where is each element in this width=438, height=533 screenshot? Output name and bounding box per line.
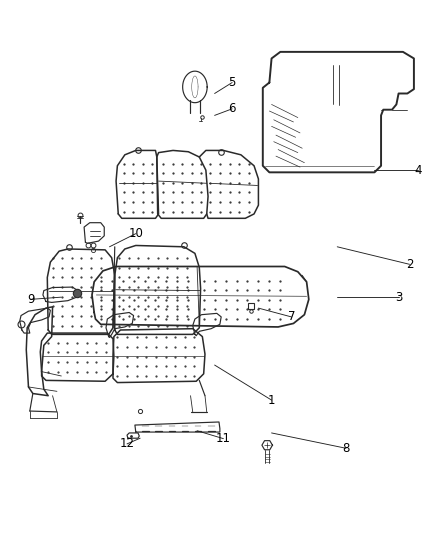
Text: 12: 12: [120, 438, 134, 450]
Text: 1: 1: [268, 393, 276, 407]
Text: 2: 2: [406, 258, 413, 271]
Text: 11: 11: [216, 432, 231, 445]
Text: 9: 9: [27, 293, 35, 306]
Text: 7: 7: [287, 310, 295, 324]
Text: 3: 3: [395, 290, 402, 304]
Text: 10: 10: [128, 227, 143, 240]
Text: 4: 4: [414, 164, 422, 176]
Text: 5: 5: [229, 76, 236, 89]
Text: 6: 6: [228, 102, 236, 115]
Text: 8: 8: [343, 442, 350, 455]
